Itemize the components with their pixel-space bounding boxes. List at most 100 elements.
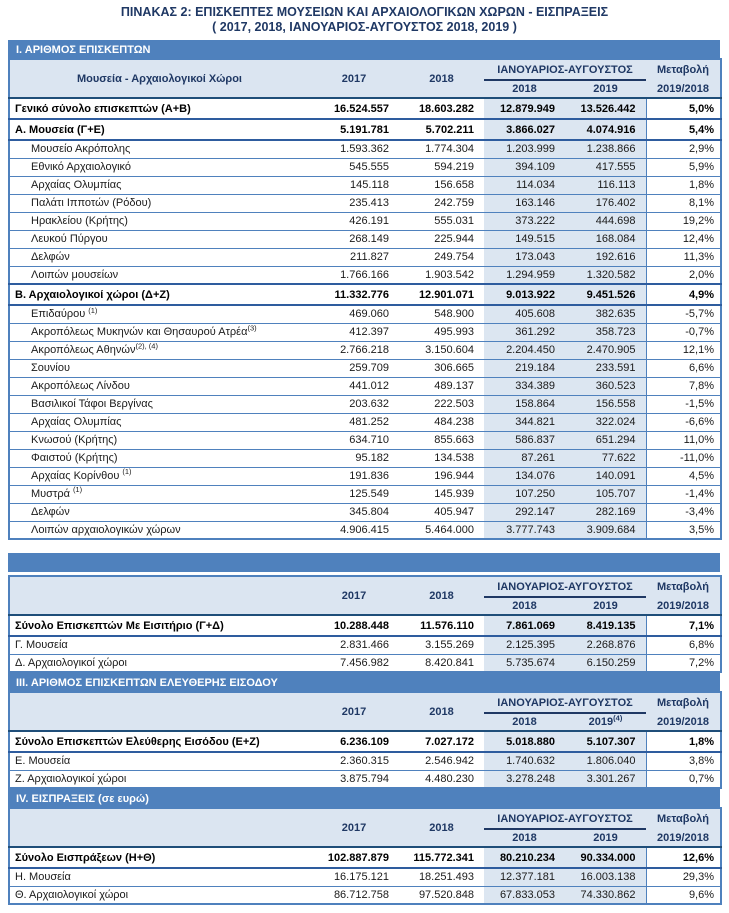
- row-label: Β. Αρχαιολογικοί χώροι (Δ+Ζ): [9, 284, 309, 305]
- cell-janaug-2019: 192.616: [565, 248, 647, 266]
- table-row: Βασιλικοί Τάφοι Βεργίνας 203.632 222.503 15…: [9, 395, 722, 413]
- table-row: Αρχαίας Ολυμπίας 145.118 156.658 114.034 116…: [9, 176, 722, 194]
- cell-janaug-2018: 292.147: [484, 503, 565, 521]
- cell-2018: 5.702.211: [425, 123, 474, 136]
- table-row: Σύνολο Επισκεπτών Ελεύθερης Εισόδου (Ε+Ζ…: [9, 731, 722, 752]
- table-row: Η. Μουσεία 16.175.121 18.251.493 12.377.181…: [9, 868, 722, 886]
- cell-janaug-2019: 4.074.916: [565, 119, 647, 140]
- row-label-text: Κνωσού (Κρήτης): [31, 434, 118, 446]
- row-label: Μυστρά (1): [9, 485, 309, 503]
- row-label-text: Σύνολο Εισπράξεων (Η+Θ): [15, 851, 156, 864]
- header-subrow: 2018 2019 2019/2018: [9, 829, 722, 847]
- col-header-entity: [9, 692, 309, 731]
- cell-change: 7,1%: [688, 619, 715, 632]
- cell-janaug-2018: 373.222: [484, 212, 565, 230]
- row-label-text: Μουσείο Ακρόπολης: [31, 143, 131, 156]
- table-row: Ακροπόλεως Μυκηνών και Θησαυρού Ατρέα(3)…: [9, 323, 722, 341]
- cell-2018: 145.939: [434, 488, 474, 500]
- cell-2018: 18.251.493: [418, 871, 474, 884]
- table-row: Σουνίου 259.709 306.665 219.184 233.591 6,6%: [9, 359, 722, 377]
- col-header-change: Μεταβολή: [646, 692, 722, 713]
- col-header-janaug: ΙΑΝΟΥΑΡΙΟΣ-ΑΥΓΟΥΣΤΟΣ: [484, 59, 647, 81]
- cell-janaug-2018: 158.864: [484, 395, 565, 413]
- cell-janaug-2018: 12.879.949: [484, 98, 565, 119]
- cell-2018: 548.900: [434, 308, 474, 321]
- row-label-text: Λοιπών μουσείων: [31, 268, 119, 281]
- table-row: Μυστρά (1) 125.549 145.939 107.250 105.707 -1,…: [9, 485, 722, 503]
- cell-janaug-2019: 156.558: [565, 395, 647, 413]
- row-label: Ζ. Αρχαιολογικοί χώροι: [9, 770, 309, 788]
- row-label-text: Η. Μουσεία: [15, 871, 71, 884]
- row-label: Σύνολο Επισκεπτών Ελεύθερης Εισόδου (Ε+Ζ…: [9, 731, 309, 752]
- col-subheader-2019: 2019: [565, 80, 647, 98]
- cell-janaug-2018: 219.184: [484, 359, 565, 377]
- cell-2017: 426.191: [349, 215, 389, 227]
- header-subrow: 2018 2019(4) 2019/2018: [9, 713, 722, 731]
- table-row: Λοιπών μουσείων 1.766.166 1.903.542 1.294.9…: [9, 266, 722, 284]
- footnote-marker: (3): [247, 323, 257, 333]
- cell-2018: 12.901.071: [418, 288, 474, 301]
- cell-change: -6,6%: [685, 416, 715, 428]
- cell-janaug-2019: 1.238.866: [565, 140, 647, 158]
- subheader-2019-label: 2019: [593, 83, 618, 95]
- row-label: Η. Μουσεία: [9, 868, 309, 886]
- table-row: Δελφών 211.827 249.754 173.043 192.616 11,3%: [9, 248, 722, 266]
- row-label-text: Παλάτι Ιπποτών (Ρόδου): [31, 197, 152, 209]
- footnote-marker: (1): [72, 485, 83, 495]
- cell-2018: 306.665: [434, 362, 474, 374]
- cell-2017: 95.182: [355, 452, 389, 464]
- row-label-text: Γ. Μουσεία: [15, 639, 68, 652]
- row-label: Ακροπόλεως Αθηνών(2), (4): [9, 341, 309, 359]
- cell-janaug-2018: 1.203.999: [484, 140, 565, 158]
- cell-2018: 484.238: [434, 416, 474, 428]
- col-header-2017: 2017: [309, 59, 399, 98]
- cell-2018: 97.520.848: [418, 888, 474, 901]
- table-row: Σύνολο Εισπράξεων (Η+Θ) 102.887.879 115.77…: [9, 847, 722, 868]
- row-label: Αρχαίας Ολυμπίας: [9, 176, 309, 194]
- cell-change: 4,5%: [688, 470, 715, 482]
- cell-change: -0,7%: [685, 326, 715, 338]
- cell-change: 5,9%: [688, 161, 715, 173]
- cell-change: 19,2%: [682, 215, 715, 227]
- row-label: Σουνίου: [9, 359, 309, 377]
- row-label-text: Βασιλικοί Τάφοι Βεργίνας: [31, 398, 153, 410]
- row-label-text: Α. Μουσεία (Γ+Ε): [15, 123, 105, 136]
- table-row: Γ. Μουσεία 2.831.466 3.155.269 2.125.395 2.2…: [9, 636, 722, 654]
- cell-change: -1,4%: [685, 488, 715, 500]
- col-header-entity: Μουσεία - Αρχαιολογικοί Χώροι: [9, 59, 309, 98]
- section-bar: [8, 553, 720, 572]
- cell-2017: 2.360.315: [340, 755, 389, 768]
- table-row: Ηρακλείου (Κρήτης) 426.191 555.031 373.222 4…: [9, 212, 722, 230]
- cell-janaug-2019: 1.320.582: [565, 266, 647, 284]
- cell-janaug-2019: 8.419.135: [565, 615, 647, 636]
- cell-janaug-2019: 358.723: [565, 323, 647, 341]
- table-row: Λοιπών αρχαιολογικών χώρων 4.906.415 5.464…: [9, 521, 722, 539]
- row-label-text: Σύνολο Επισκεπτών Ελεύθερης Εισόδου (Ε+Ζ…: [15, 735, 260, 748]
- cell-change: 4,9%: [688, 288, 715, 301]
- cell-janaug-2019: 176.402: [565, 194, 647, 212]
- col-header-entity: [9, 576, 309, 615]
- cell-janaug-2019: 6.150.259: [565, 654, 647, 672]
- row-label-text: Ε. Μουσεία: [15, 755, 71, 768]
- cell-janaug-2018: 9.013.922: [484, 284, 565, 305]
- row-label-text: Ακροπόλεως Μυκηνών και Θησαυρού Ατρέα: [31, 326, 248, 338]
- col-subheader-change: 2019/2018: [646, 80, 722, 98]
- row-label-text: Φαιστού (Κρήτης): [31, 452, 118, 464]
- table-row: Δελφών 345.804 405.947 292.147 282.169 -3,4%: [9, 503, 722, 521]
- col-header-2018: 2018: [399, 59, 484, 98]
- cell-janaug-2019: 168.084: [565, 230, 647, 248]
- table-row: Ε. Μουσεία 2.360.315 2.546.942 1.740.632 1.8…: [9, 752, 722, 770]
- row-label: Α. Μουσεία (Γ+Ε): [9, 119, 309, 140]
- table-row: Παλάτι Ιπποτών (Ρόδου) 235.413 242.759 163.…: [9, 194, 722, 212]
- col-subheader-2018: 2018: [484, 80, 565, 98]
- row-label: Γενικό σύνολο επισκεπτών (Α+Β): [9, 98, 309, 119]
- col-header-2018: 2018: [399, 808, 484, 847]
- cell-change: -3,4%: [685, 506, 715, 518]
- cell-2017: 10.288.448: [333, 619, 389, 632]
- cell-change: 5,4%: [688, 123, 715, 136]
- cell-janaug-2019: 382.635: [565, 305, 647, 323]
- cell-change: 7,2%: [688, 656, 715, 669]
- row-label: Φαιστού (Κρήτης): [9, 449, 309, 467]
- cell-2018: 8.420.841: [425, 656, 474, 669]
